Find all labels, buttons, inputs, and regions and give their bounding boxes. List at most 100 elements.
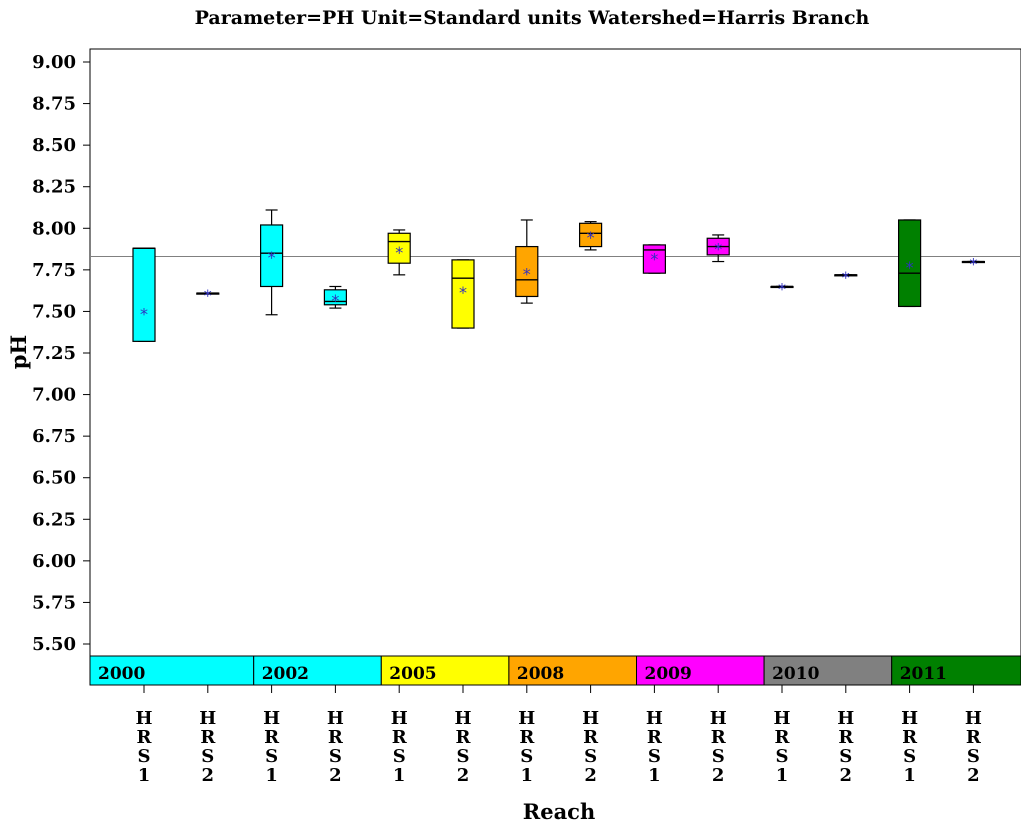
year-band-2000: [89, 655, 255, 686]
x-tick-label-char: S: [201, 746, 214, 767]
mean-marker: *: [906, 258, 914, 277]
x-tick-label-char: S: [776, 746, 789, 767]
x-tick-label-char: 2: [584, 765, 597, 786]
x-tick-label-char: R: [966, 727, 982, 748]
y-tick-label: 8.00: [32, 218, 76, 239]
x-tick-label-char: 1: [265, 765, 278, 786]
x-tick-label-char: H: [710, 708, 727, 729]
x-tick-label-char: H: [965, 708, 982, 729]
mean-marker: *: [842, 268, 850, 287]
box-2005-HRS1: *: [387, 229, 411, 276]
box-2011-HRS1: *: [897, 219, 922, 308]
x-tick-label-char: 1: [521, 765, 534, 786]
x-tick-label-char: H: [391, 708, 408, 729]
box-2002-HRS2: *: [323, 285, 347, 310]
x-tick-label-char: H: [454, 708, 471, 729]
box-2010-HRS1: *: [770, 279, 794, 298]
y-tick-label: 6.75: [32, 426, 76, 447]
x-tick-label-char: S: [457, 746, 470, 767]
year-label: 2005: [389, 664, 436, 684]
x-tick-label-char: R: [264, 727, 280, 748]
box-2005-HRS2: *: [451, 259, 475, 329]
x-tick-label-char: S: [712, 746, 725, 767]
year-band-2008: [508, 655, 637, 686]
x-tick-label-char: R: [456, 727, 472, 748]
mean-marker: *: [395, 243, 403, 262]
mean-marker: *: [778, 279, 786, 298]
x-tick-label-char: R: [328, 727, 344, 748]
x-tick-label-char: R: [838, 727, 854, 748]
x-tick-label-char: 1: [903, 765, 916, 786]
x-axis-label: Reach: [523, 799, 595, 824]
box: [260, 224, 284, 288]
x-tick-label-char: H: [135, 708, 152, 729]
year-band-2005: [380, 655, 510, 686]
x-tick-label-char: R: [711, 727, 727, 748]
y-tick-label: 6.50: [32, 468, 76, 489]
x-tick-label-char: 2: [967, 765, 980, 786]
box: [578, 222, 603, 248]
x-tick-label-char: R: [583, 727, 599, 748]
x-tick-label-char: H: [837, 708, 854, 729]
mean-marker: *: [331, 291, 339, 310]
y-tick-label: 7.25: [32, 343, 76, 364]
mean-marker: *: [268, 248, 276, 267]
x-tick-label-char: R: [519, 727, 535, 748]
mean-marker: *: [587, 228, 595, 247]
year-label: 2011: [900, 664, 947, 684]
y-tick-label: 9.00: [32, 52, 76, 73]
x-tick-label-char: H: [518, 708, 535, 729]
plot-area: [89, 48, 1021, 686]
x-tick-label-char: H: [773, 708, 790, 729]
chart-title: Parameter=PH Unit=Standard units Watersh…: [195, 7, 870, 29]
mean-marker: *: [140, 304, 148, 323]
x-tick-label-char: S: [520, 746, 533, 767]
box-2002-HRS1: *: [260, 209, 284, 316]
y-tick-label: 6.25: [32, 509, 76, 530]
x-tick-label-char: 2: [457, 765, 470, 786]
x-tick-label-char: 2: [840, 765, 853, 786]
box: [642, 244, 667, 274]
year-label: 2000: [98, 664, 145, 684]
x-tick-label-char: R: [200, 727, 216, 748]
y-axis-label: pH: [6, 335, 31, 370]
x-tick-label-char: H: [199, 708, 216, 729]
box-2000-HRS2: *: [196, 286, 220, 305]
box-2000-HRS1: *: [132, 247, 156, 342]
x-tick-label-char: S: [329, 746, 342, 767]
x-tick-label-char: S: [648, 746, 661, 767]
box-series: * * * * * * * * * * * * * *: [132, 209, 986, 342]
box-2009-HRS2: *: [706, 234, 730, 263]
x-tick-label-char: R: [137, 727, 153, 748]
x-tick-label-char: R: [775, 727, 791, 748]
x-tick-label-char: H: [901, 708, 918, 729]
mean-marker: *: [204, 286, 212, 305]
y-tick-label: 5.50: [32, 634, 76, 655]
mean-marker: *: [714, 240, 722, 259]
mean-marker: *: [969, 255, 977, 274]
x-tick-label-char: H: [263, 708, 280, 729]
box: [451, 259, 475, 329]
y-tick-label: 7.75: [32, 260, 76, 281]
y-tick-label: 5.75: [32, 592, 76, 613]
mean-marker: *: [459, 283, 467, 302]
x-tick-label-char: 2: [712, 765, 725, 786]
mean-marker: *: [523, 265, 531, 284]
x-tick-label-char: R: [392, 727, 408, 748]
x-tick-label-char: H: [327, 708, 344, 729]
box: [132, 247, 156, 342]
x-tick-label-char: 2: [202, 765, 215, 786]
x-tick-label-char: S: [138, 746, 151, 767]
y-tick-label: 7.50: [32, 301, 76, 322]
year-label: 2010: [772, 664, 819, 684]
x-axis: HRS1HRS2HRS1HRS2HRS1HRS2HRS1HRS2HRS1HRS2…: [135, 685, 982, 786]
y-tick-label: 8.25: [32, 177, 76, 198]
y-tick-label: 8.50: [32, 135, 76, 156]
x-tick-label-char: 1: [138, 765, 151, 786]
box-2009-HRS1: *: [642, 244, 667, 274]
x-tick-label-char: S: [839, 746, 852, 767]
year-band: 2000 2002 2005 2008 2009 2010 2011: [89, 655, 1021, 686]
x-tick-label-char: S: [903, 746, 916, 767]
x-tick-label-char: S: [393, 746, 406, 767]
x-tick-label-char: S: [967, 746, 980, 767]
